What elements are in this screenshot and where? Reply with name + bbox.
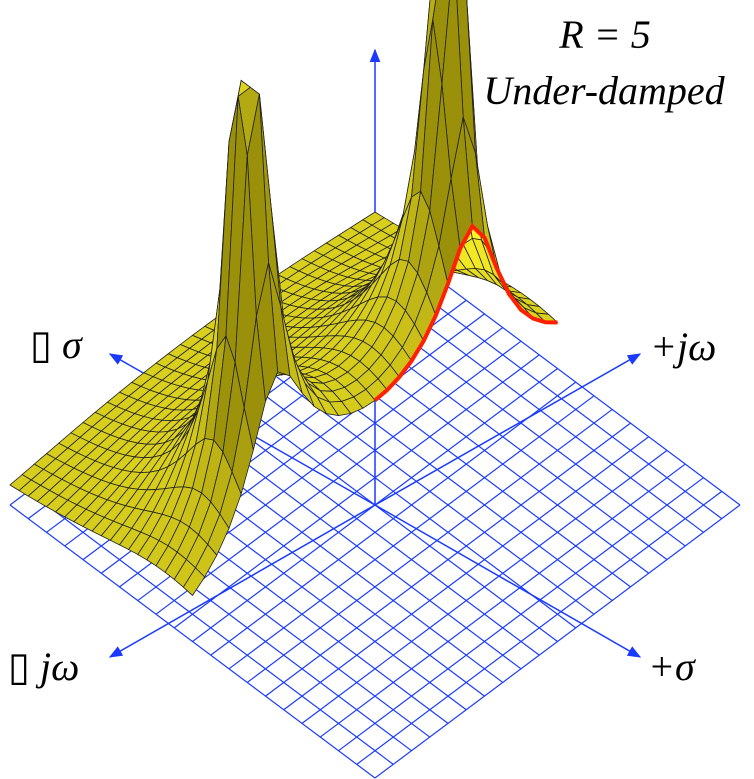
grid-line xyxy=(374,504,741,779)
resistance-label: R = 5 xyxy=(558,12,650,57)
plus-sigma-axis xyxy=(374,504,642,658)
minus-jw-axis xyxy=(108,504,376,658)
grid-line xyxy=(338,477,704,752)
grid-line xyxy=(265,422,631,697)
plus-jw-axis xyxy=(374,353,642,506)
plus-jw-label: +jω xyxy=(650,324,716,369)
jw-axis-cut xyxy=(373,222,558,402)
grid-line xyxy=(210,354,577,629)
grid-line xyxy=(319,463,686,738)
grid-line xyxy=(356,490,723,765)
minus-sigma-label: ▯ σ xyxy=(30,322,83,367)
minus-jw-label: ▯ jω xyxy=(8,644,79,689)
damping-label: Under-damped xyxy=(483,68,725,113)
magnitude-surface xyxy=(9,0,559,597)
plus-sigma-label: +σ xyxy=(648,644,696,689)
grid-line xyxy=(228,395,595,670)
grid-line xyxy=(301,449,668,724)
grid-line xyxy=(246,408,613,683)
grid-line xyxy=(283,436,650,711)
surface-patch xyxy=(182,567,206,597)
grid-line xyxy=(228,340,595,615)
grid-line xyxy=(210,381,577,656)
